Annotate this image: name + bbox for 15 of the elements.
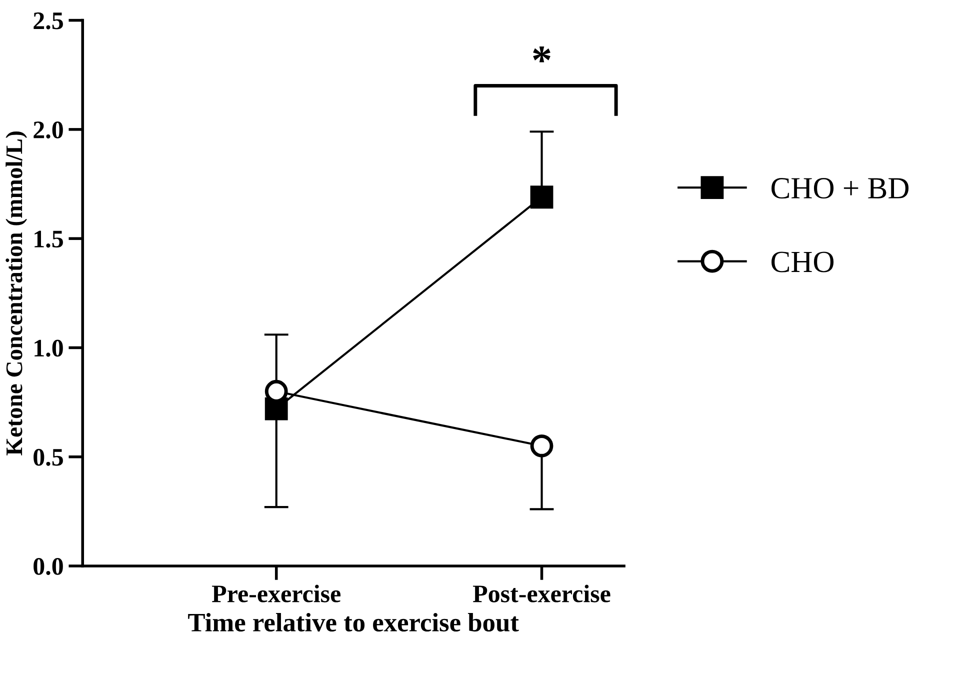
x-tick-label: Post-exercise bbox=[472, 584, 610, 602]
y-tick-label: 2.5 bbox=[34, 12, 63, 30]
y-tick-label: 0.0 bbox=[34, 558, 63, 575]
legend-label: CHO + BD bbox=[772, 178, 909, 199]
y-tick-label: 0.5 bbox=[34, 448, 63, 466]
x-axis-title: Time relative to exercise bout bbox=[188, 612, 519, 632]
legend-label: CHO bbox=[772, 252, 834, 272]
annotation: * bbox=[533, 46, 550, 62]
y-axis-title: Ketone Concentration (mmol/L) bbox=[6, 132, 28, 456]
y-tick-label: 2.0 bbox=[34, 121, 63, 138]
x-tick-label: Pre-exercise bbox=[212, 584, 340, 602]
y-tick-label: 1.5 bbox=[34, 230, 63, 248]
y-tick-label: 1.0 bbox=[34, 340, 63, 357]
point bbox=[530, 186, 554, 209]
point bbox=[530, 434, 554, 458]
